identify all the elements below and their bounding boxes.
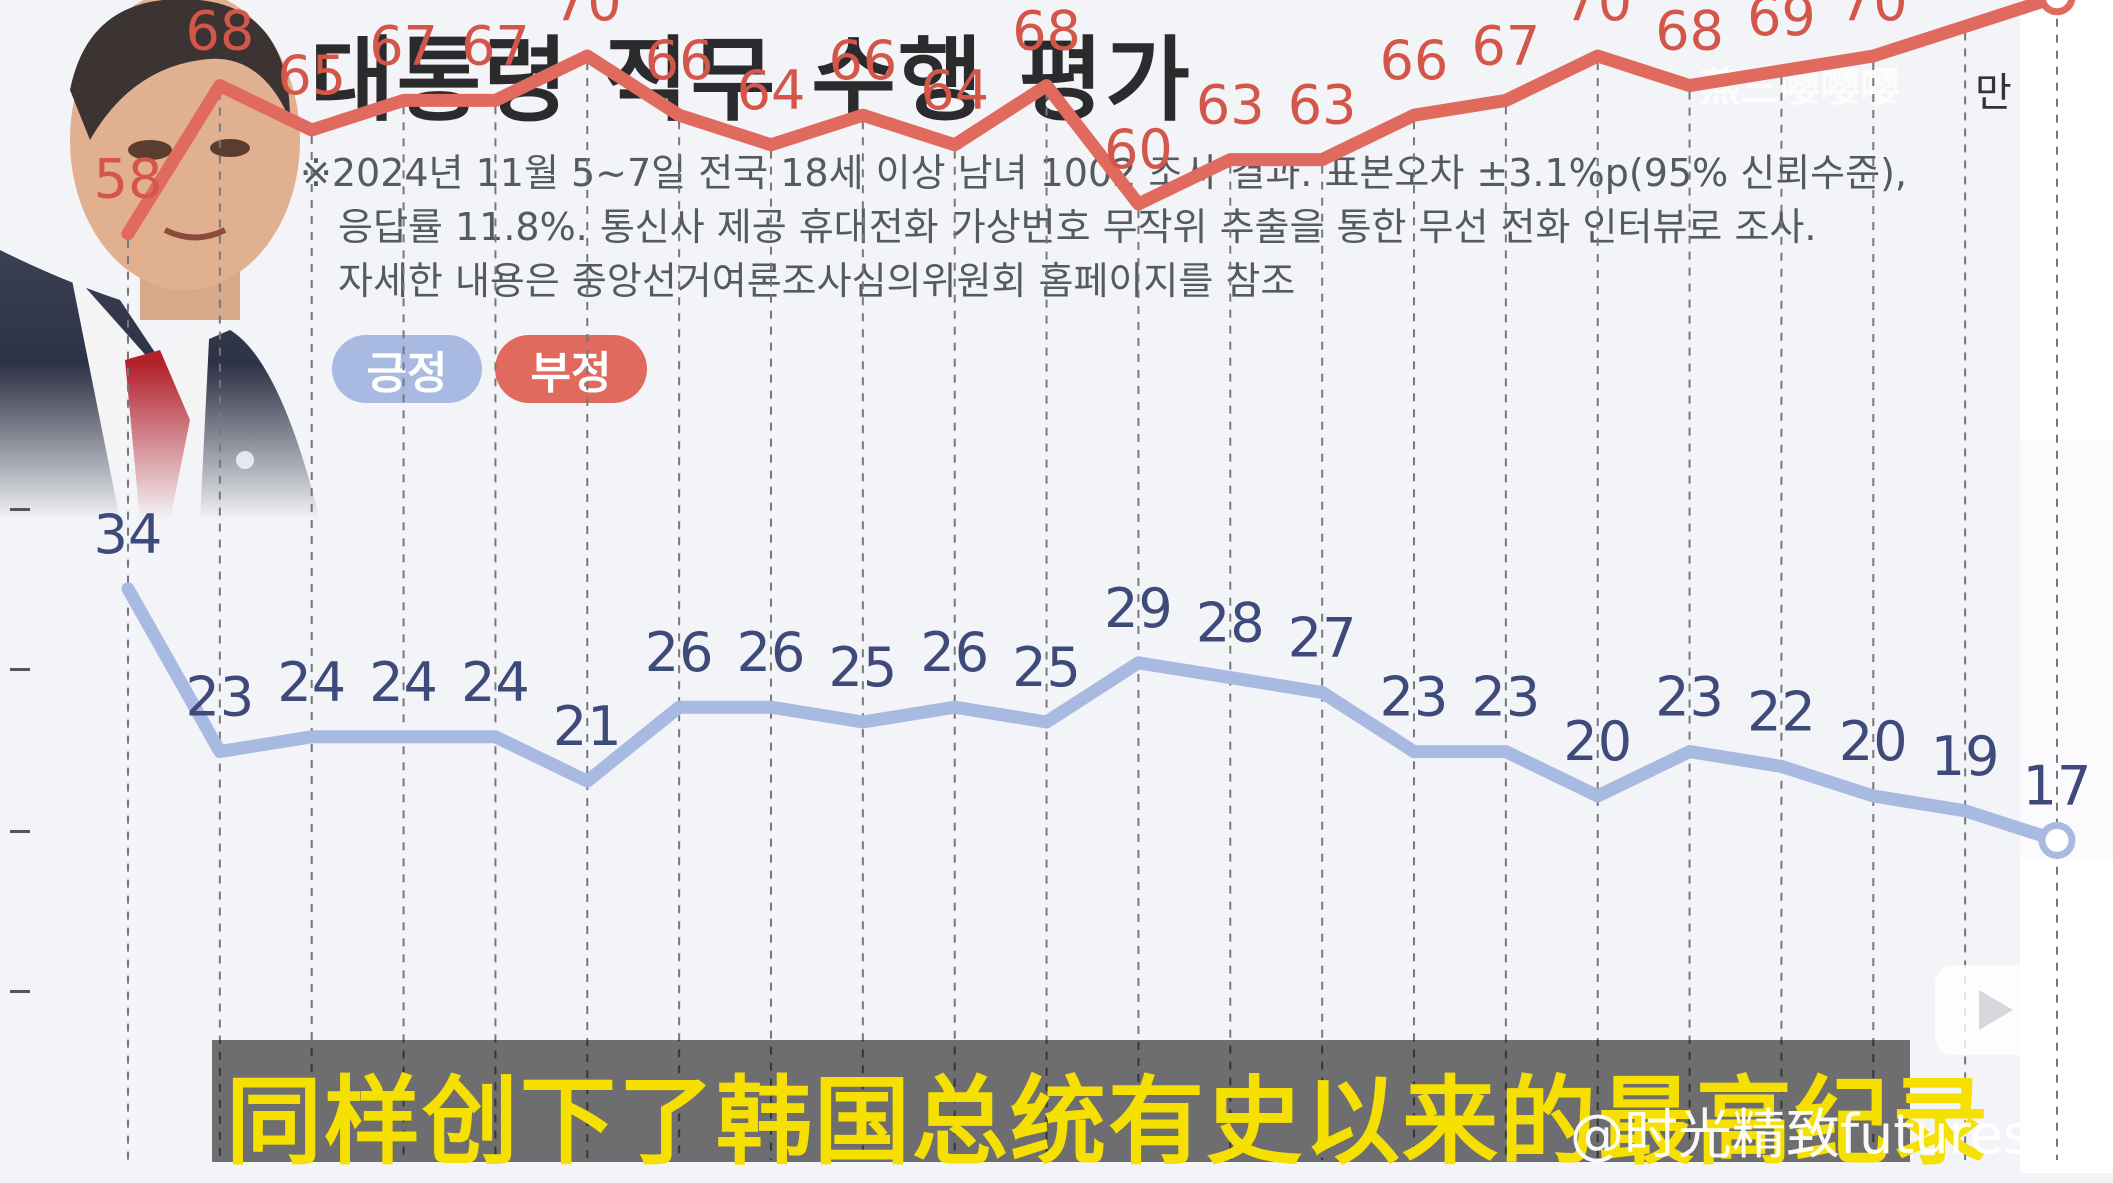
negative-value-label: 66 bbox=[828, 29, 897, 92]
positive-value-label: 22 bbox=[1747, 680, 1816, 743]
positive-value-label: 34 bbox=[94, 503, 163, 566]
negative-series-line bbox=[121, 0, 2063, 241]
negative-value-label: 70 bbox=[1839, 0, 1908, 33]
play-icon[interactable] bbox=[1935, 965, 2045, 1055]
positive-value-label: 23 bbox=[1380, 666, 1449, 729]
positive-value-label: 24 bbox=[277, 651, 346, 714]
negative-value-label: 67 bbox=[461, 14, 530, 77]
negative-value-label: 68 bbox=[185, 0, 254, 63]
negative-value-label: 63 bbox=[1288, 74, 1357, 137]
positive-value-label: 24 bbox=[461, 651, 530, 714]
positive-value-label: 23 bbox=[1655, 666, 1724, 729]
y-axis-tick bbox=[10, 508, 30, 511]
y-axis-tick bbox=[10, 830, 30, 833]
right-edge-band bbox=[2020, 0, 2113, 440]
negative-value-label: 60 bbox=[1104, 118, 1173, 181]
negative-value-label: 63 bbox=[1196, 74, 1265, 137]
positive-value-label: 27 bbox=[1288, 606, 1357, 669]
negative-value-label: 66 bbox=[1380, 29, 1449, 92]
negative-value-label: 67 bbox=[369, 14, 438, 77]
negative-value-label: 67 bbox=[1471, 14, 1540, 77]
legend-negative: 부정 bbox=[495, 335, 647, 403]
president-portrait bbox=[0, 0, 330, 520]
y-axis-tick bbox=[10, 668, 30, 671]
positive-value-label: 29 bbox=[1104, 577, 1173, 640]
positive-last-point-marker bbox=[2038, 821, 2076, 859]
negative-value-label: 65 bbox=[277, 44, 346, 107]
survey-note-line-3: 자세한 내용은 중앙선거여론조사심의위원회 홈페이지를 참조 bbox=[338, 259, 1296, 303]
positive-series-line bbox=[121, 582, 2064, 847]
video-subtitle: 同样创下了韩国总统有史以来的最高纪录 bbox=[212, 1040, 1988, 1178]
weibo-handle: @时光精致futures bbox=[1570, 1103, 2032, 1166]
positive-value-label: 26 bbox=[920, 621, 989, 684]
positive-value-label: 20 bbox=[1563, 710, 1632, 773]
negative-value-label: 69 bbox=[1747, 0, 1816, 48]
subtitle-text: 同样创下了韩国总统有史以来的最高纪录 bbox=[226, 1066, 1990, 1178]
legend-positive: 긍정 bbox=[332, 335, 482, 403]
negative-value-label: 58 bbox=[94, 148, 163, 211]
survey-note-line-2: 응답률 11.8%. 통신사 제공 휴대전화 가상번호 무작위 추출을 통한 무… bbox=[338, 205, 1817, 249]
negative-value-label: 64 bbox=[920, 59, 989, 122]
positive-value-label: 28 bbox=[1196, 592, 1265, 655]
y-axis-tick bbox=[10, 990, 30, 993]
negative-last-point-marker bbox=[2038, 0, 2076, 16]
negative-value-label: 70 bbox=[1563, 0, 1632, 33]
positive-value-label: 21 bbox=[553, 695, 622, 758]
negative-value-label: 64 bbox=[737, 59, 806, 122]
corner-unit-text: 만 bbox=[1975, 70, 2012, 116]
positive-value-label: 20 bbox=[1839, 710, 1908, 773]
negative-value-label: 68 bbox=[1012, 0, 1081, 63]
positive-value-label: 26 bbox=[737, 621, 806, 684]
negative-value-label: 72 bbox=[1931, 0, 2000, 3]
positive-value-label: 17 bbox=[2023, 754, 2092, 817]
negative-value-label: 68 bbox=[1655, 0, 1724, 63]
positive-value-label: 23 bbox=[1471, 666, 1540, 729]
negative-value-label: 66 bbox=[645, 29, 714, 92]
positive-value-label: 24 bbox=[369, 651, 438, 714]
positive-value-label: 25 bbox=[828, 636, 897, 699]
positive-value-label: 25 bbox=[1012, 636, 1081, 699]
positive-value-label: 23 bbox=[185, 666, 254, 729]
positive-value-label: 26 bbox=[645, 621, 714, 684]
negative-value-label: 70 bbox=[553, 0, 622, 33]
positive-value-label: 19 bbox=[1931, 725, 2000, 788]
